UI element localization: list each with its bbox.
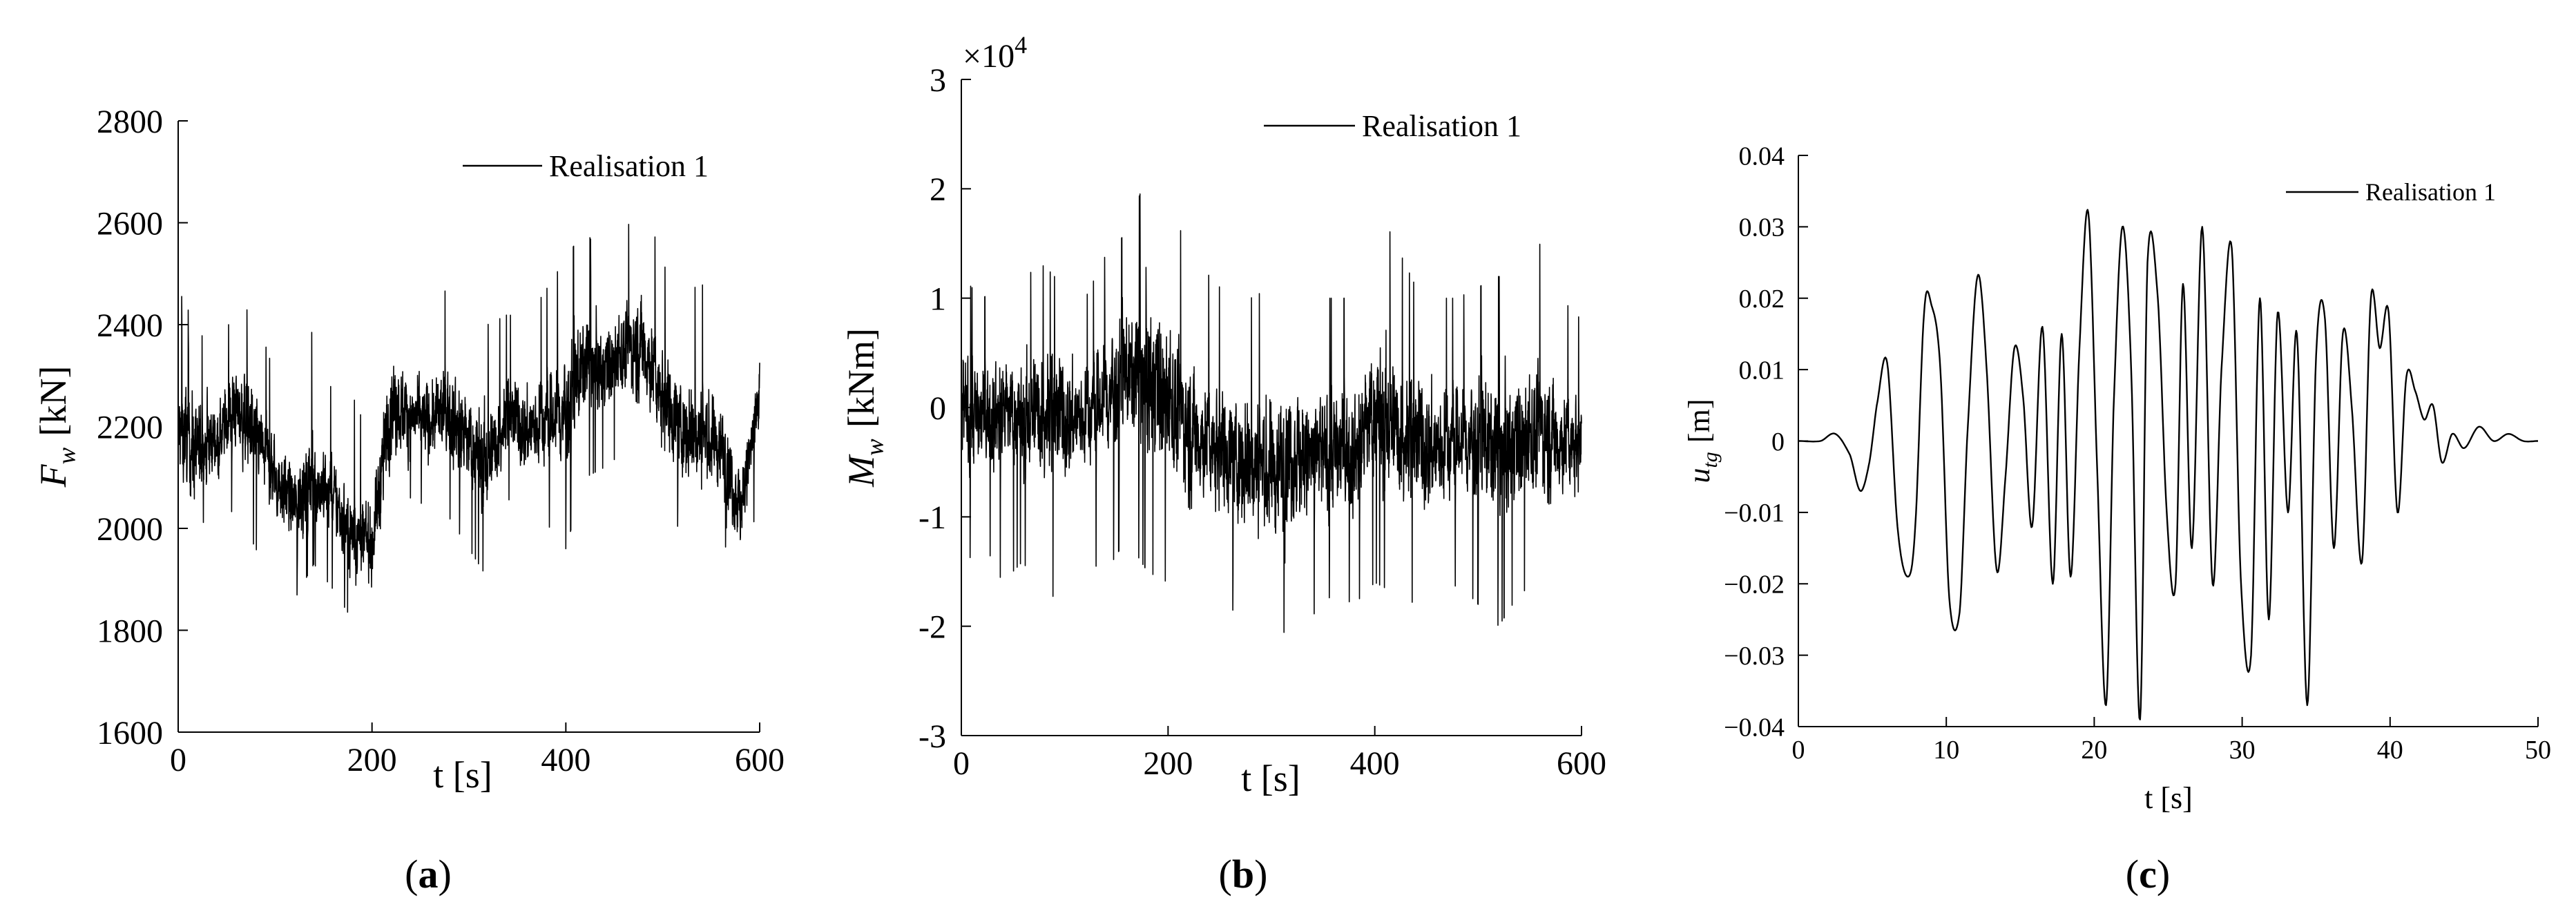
- x-tick-label: 600: [735, 742, 785, 778]
- y-axis-label: Fw [kN]: [32, 366, 81, 488]
- chart-panel-a: 0 200 400 600 1600 1800 2000 2200 2400 2600 2800 t …: [32, 104, 785, 897]
- series-line: [177, 223, 760, 613]
- x-axis-label: t [s]: [1241, 758, 1300, 799]
- y-axis-label-symbol: u: [1682, 468, 1716, 483]
- y-tick-label: -3: [919, 718, 946, 755]
- x-tick-label: 400: [541, 742, 590, 778]
- panel-label: (b): [1219, 852, 1268, 897]
- y-tick-label: −0.01: [1724, 499, 1785, 528]
- y-tick-label: -1: [919, 499, 946, 536]
- panel-letter: c: [2139, 852, 2157, 897]
- y-tick-label: 0.03: [1739, 213, 1785, 242]
- panel-label: (a): [405, 852, 452, 897]
- x-tick-label: 50: [2525, 736, 2551, 765]
- y-axis-label-symbol: F: [32, 463, 74, 488]
- y-tick-label: −0.02: [1724, 571, 1785, 600]
- x-tick-label: 0: [953, 745, 970, 782]
- x-tick-label: 200: [1143, 745, 1193, 782]
- y-tick-label: 0: [1771, 428, 1785, 457]
- x-tick-label: 0: [170, 742, 186, 778]
- y-tick-label: −0.04: [1724, 713, 1785, 742]
- y-tick-label: 2200: [97, 409, 163, 445]
- y-tick-label: 3: [930, 62, 946, 99]
- y-tick-label: 1600: [97, 715, 163, 751]
- x-tick-label: 400: [1350, 745, 1400, 782]
- x-tick-label: 40: [2377, 736, 2403, 765]
- y-axis-label-unit: [m]: [1682, 399, 1716, 443]
- x-axis-label: t [s]: [2144, 781, 2193, 815]
- y-tick-label: 2800: [97, 104, 163, 140]
- legend-label: Realisation 1: [1362, 109, 1521, 143]
- x-tick-label: 200: [347, 742, 397, 778]
- y-tick-label: 1800: [97, 613, 163, 649]
- y-axis-label: utg [m]: [1682, 399, 1722, 483]
- y-axis-label-subscript: tg: [1699, 452, 1722, 468]
- y-tick-label: −0.03: [1724, 642, 1785, 671]
- y-tick-label: 0.01: [1739, 356, 1785, 385]
- y-tick-label: 2: [930, 171, 946, 208]
- x-tick-label: 0: [1792, 736, 1805, 765]
- y-axis-label: Mw [kNm]: [840, 328, 889, 488]
- panel-letter: a: [419, 852, 439, 897]
- chart-panel-b: 0 200 400 600 -3 -2 -1 0 1 2 3 t [s] Mw [kNm] ×104 Real…: [840, 31, 1606, 897]
- x-tick-label: 10: [1933, 736, 1959, 765]
- y-axis-label-subscript: w: [52, 447, 81, 464]
- y-axis-label-unit: [kNm]: [840, 328, 882, 428]
- legend-label: Realisation 1: [2365, 178, 2496, 206]
- y-axis-label-subscript: w: [861, 439, 889, 456]
- y-tick-label: 2600: [97, 205, 163, 242]
- y-tick-label: 2000: [97, 511, 163, 548]
- y-tick-label: 1: [930, 280, 946, 317]
- panel-label: (c): [2126, 852, 2170, 897]
- series-line: [1798, 209, 2538, 720]
- x-tick-label: 600: [1557, 745, 1606, 782]
- y-tick-label: 0: [930, 390, 946, 427]
- y-tick-label: -2: [919, 608, 946, 645]
- legend-label: Realisation 1: [549, 149, 709, 183]
- y-tick-label: 0.02: [1739, 285, 1785, 314]
- x-tick-label: 20: [2081, 736, 2107, 765]
- y-scale-factor: ×104: [963, 31, 1027, 75]
- x-tick-label: 30: [2229, 736, 2256, 765]
- y-tick-label: 2400: [97, 307, 163, 344]
- y-axis-label-symbol: M: [840, 454, 882, 488]
- y-tick-label: 0.04: [1739, 142, 1785, 171]
- panel-letter: b: [1232, 852, 1254, 897]
- y-axis-label-unit: [kN]: [32, 366, 74, 437]
- series-line: [961, 193, 1582, 633]
- x-axis-label: t [s]: [433, 754, 492, 796]
- y-scale-factor-base: ×10: [963, 38, 1015, 75]
- chart-panel-c: 0 10 20 30 40 50 −0.04 −0.03 −0.02 −0.01 0 0.01 0.02…: [1682, 142, 2551, 897]
- y-scale-factor-exponent: 4: [1015, 31, 1027, 59]
